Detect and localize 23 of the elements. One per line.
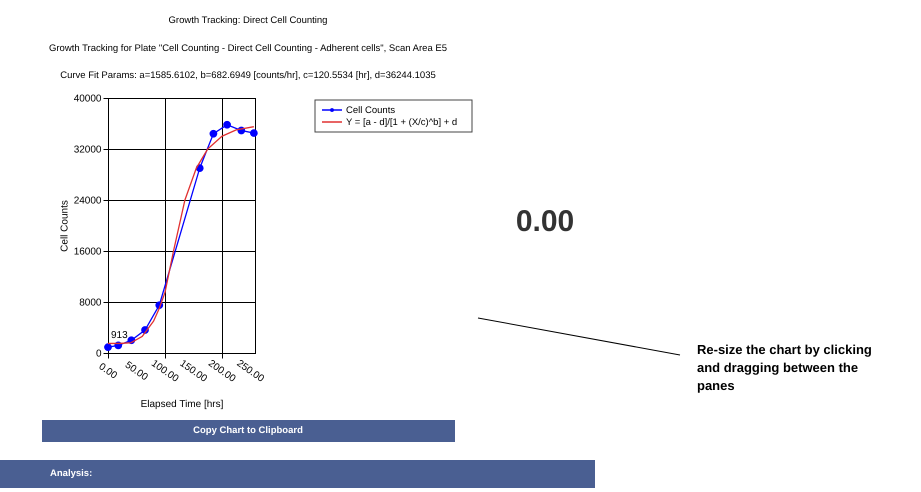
y-axis-title: Cell Counts [60,200,71,252]
y-tick-label: 16000 [74,246,102,258]
chart-subtitle: Growth Tracking for Plate "Cell Counting - Direct Cell Counting - Adherent cells", Scan Area E5 [48,43,448,54]
text: 0.00 [516,205,574,238]
x-axis-title: Elapsed Time [hrs] [140,399,224,410]
point [250,129,258,137]
y-tick-label: 8000 [79,298,102,308]
point [223,120,231,129]
legend-label: Cell Counts [346,105,396,116]
annotation: 913 [111,330,128,342]
y-tick-label: 0 [96,348,102,360]
point [104,343,112,352]
text: Analysis: [50,468,92,479]
y-tick-label: 24000 [74,196,102,206]
x-tick-label: 0.00 [96,361,120,382]
chart-title: Growth Tracking: Direct Cell Counting [168,15,328,26]
legend-label: Y = [a - d]/[1 + (X/c)^b] + d [346,117,458,128]
y-tick-label: 40000 [74,94,102,104]
text: Copy Chart to Clipboard [193,425,304,436]
text: Re-size the chart by clicking and dragging between the panes [697,342,872,393]
y-tick-label: 32000 [74,144,102,156]
point [210,130,218,138]
text: Curve Fit Params: a=1585.6102, b=682.6949 [counts/hr], c=120.5534 [hr], d=36244.1035 [60,70,436,81]
